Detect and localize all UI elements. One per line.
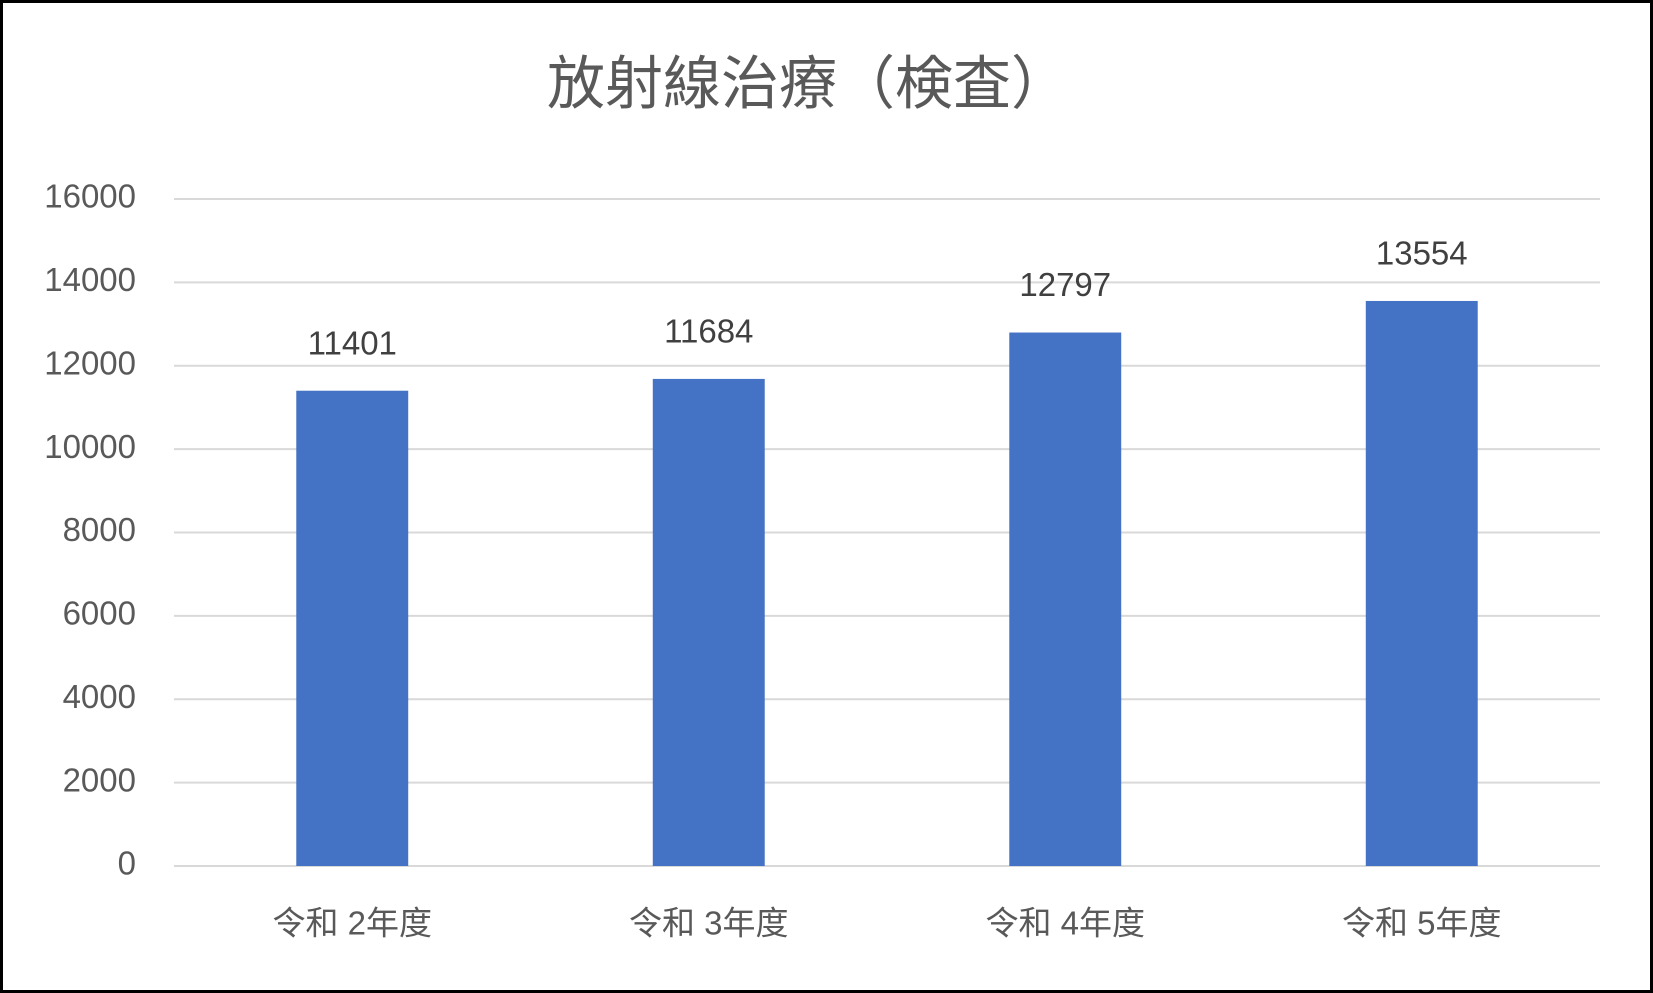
x-tick-label: 令和 5年度 <box>1342 905 1502 942</box>
y-tick-label: 4000 <box>63 678 136 715</box>
y-tick-label: 6000 <box>63 595 136 632</box>
x-tick-label: 令和 2年度 <box>272 905 432 942</box>
bar <box>652 378 765 866</box>
y-tick-label: 0 <box>118 845 136 882</box>
y-tick-label: 14000 <box>44 261 136 298</box>
y-tick-label: 8000 <box>63 511 136 548</box>
y-tick-label: 10000 <box>44 428 136 465</box>
y-tick-label: 16000 <box>44 178 136 215</box>
data-label: 13554 <box>1376 235 1468 272</box>
y-tick-label: 12000 <box>44 344 136 381</box>
chart-title: 放射線治療（検査） <box>547 51 1069 116</box>
data-label: 11401 <box>308 324 397 361</box>
data-label: 11684 <box>664 313 753 350</box>
y-tick-label: 2000 <box>63 761 136 798</box>
data-label: 12797 <box>1019 266 1111 303</box>
x-tick-label: 令和 3年度 <box>629 905 789 942</box>
x-tick-label: 令和 4年度 <box>985 905 1145 942</box>
bar <box>296 390 409 866</box>
bar <box>1365 300 1478 866</box>
bar <box>1009 332 1122 867</box>
